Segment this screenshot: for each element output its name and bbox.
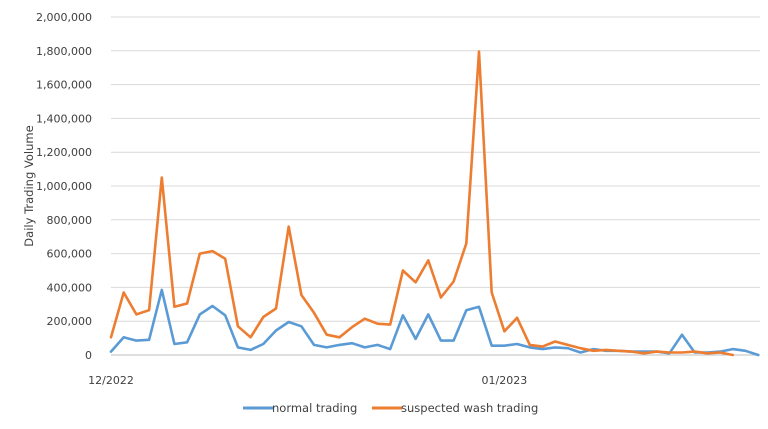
y-tick-label: 200,000 (47, 315, 93, 328)
y-axis-ticks: 0 200,000 400,000 600,000 800,000 1,000,000 1,… (36, 11, 92, 362)
y-tick-label: 800,000 (47, 214, 93, 227)
y-tick-label: 0 (85, 349, 92, 362)
legend-label: suspected wash trading (401, 401, 538, 415)
legend-label: normal trading (272, 401, 357, 415)
y-tick-label: 1,400,000 (36, 112, 92, 125)
y-tick-label: 1,600,000 (36, 79, 92, 92)
grid-lines (111, 16, 760, 356)
series-line-normal-trading (109, 288, 760, 357)
x-axis-ticks: 12/2022 01/2023 (88, 374, 527, 387)
legend: normal trading suspected wash trading (243, 401, 538, 415)
series-lines (109, 50, 760, 357)
x-tick-label: 12/2022 (88, 374, 134, 387)
series-line-suspected-wash-trading (109, 50, 735, 357)
y-tick-label: 2,000,000 (36, 11, 92, 24)
y-tick-label: 1,800,000 (36, 45, 92, 58)
y-tick-label: 1,200,000 (36, 146, 92, 159)
y-tick-label: 600,000 (47, 248, 93, 261)
y-tick-label: 400,000 (47, 281, 93, 294)
y-tick-label: 1,000,000 (36, 180, 92, 193)
y-axis-label: Daily Trading Volume (22, 125, 36, 246)
x-tick-label: 01/2023 (482, 374, 528, 387)
